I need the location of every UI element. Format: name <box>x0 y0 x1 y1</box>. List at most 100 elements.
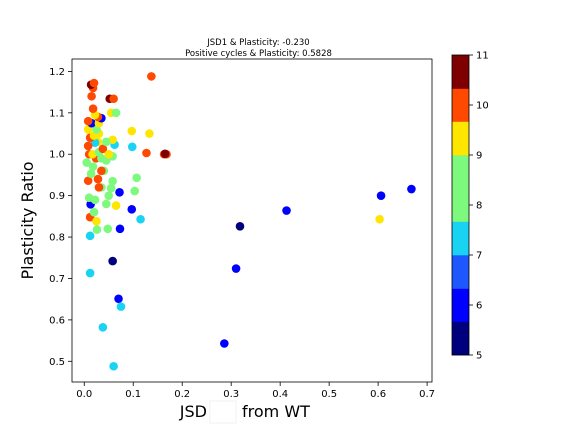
y-tick-label-2: 0.7 <box>49 274 65 285</box>
data-point-4 <box>235 222 245 231</box>
colorbar-tick-label-4: 9 <box>476 151 482 162</box>
data-point-14 <box>130 186 139 196</box>
x-axis-title-blank <box>209 400 237 424</box>
data-point-48 <box>82 158 91 167</box>
data-points <box>82 72 416 371</box>
y-tick-label-6: 1.1 <box>49 108 65 119</box>
data-point-78 <box>109 94 118 104</box>
colorbar-bin-7 <box>452 88 469 122</box>
data-point-6 <box>220 339 229 348</box>
data-point-41 <box>94 183 104 192</box>
y-tick-label-0: 0.5 <box>49 357 65 368</box>
data-point-69 <box>83 116 93 126</box>
data-point-18 <box>136 214 145 224</box>
plot-frame <box>71 58 433 383</box>
data-point-32 <box>92 225 102 234</box>
data-point-24 <box>109 361 118 371</box>
data-point-44 <box>84 193 94 203</box>
colorbar-tick-label-1: 6 <box>476 301 482 312</box>
data-point-21 <box>114 294 123 304</box>
colorbar-bin-0 <box>452 321 469 356</box>
data-point-0 <box>407 184 416 194</box>
x-tick-label-5: 0.5 <box>321 389 337 400</box>
colorbar-tick-label-5: 10 <box>476 101 489 112</box>
data-point-17 <box>127 205 137 214</box>
data-point-27 <box>85 231 95 241</box>
data-point-60 <box>101 137 111 147</box>
y-tick-label-3: 0.8 <box>49 233 65 244</box>
x-axis-title: JSD from WT <box>179 400 310 424</box>
x-tick-label-3: 0.3 <box>223 389 239 400</box>
data-point-33 <box>103 224 113 234</box>
data-point-7 <box>147 72 156 81</box>
data-point-38 <box>101 199 111 209</box>
data-point-82 <box>89 78 99 88</box>
data-point-19 <box>115 188 124 197</box>
x-tick-label-2: 0.2 <box>174 389 190 400</box>
chart-title: JSD1 & Plasticity: -0.230 Positive cycle… <box>185 38 332 59</box>
colorbar-bin-1 <box>452 288 469 322</box>
data-point-84 <box>83 141 93 151</box>
x-tick-label-0: 0.0 <box>76 389 92 400</box>
y-axis-title: Plasticity Ratio <box>18 161 37 279</box>
x-axis-title-right: from WT <box>242 402 310 421</box>
data-point-35 <box>104 191 114 200</box>
y-tick-label-5: 1.0 <box>49 150 65 161</box>
data-point-26 <box>85 268 95 278</box>
data-point-3 <box>282 206 291 215</box>
x-tick-label-4: 0.4 <box>272 389 288 400</box>
x-tick-label-7: 0.7 <box>419 389 435 400</box>
data-point-53 <box>98 144 108 154</box>
colorbar-bin-3 <box>452 221 469 256</box>
colorbar-bin-6 <box>452 121 469 156</box>
data-point-13 <box>132 173 141 183</box>
data-point-34 <box>111 201 121 210</box>
data-point-20 <box>115 224 125 234</box>
x-tick-label-1: 0.1 <box>125 389 141 400</box>
colorbar-tick-label-3: 8 <box>476 201 482 212</box>
y-tick-label-4: 0.9 <box>49 191 65 202</box>
x-axis-ticks: 0.0 0.1 0.2 0.3 0.4 0.5 0.6 0.7 <box>76 382 435 400</box>
data-point-37 <box>108 176 117 186</box>
data-point-57 <box>104 149 114 159</box>
y-tick-label-7: 1.2 <box>49 67 65 78</box>
data-point-11 <box>142 148 151 158</box>
data-point-5 <box>231 264 241 273</box>
data-point-79 <box>87 91 96 101</box>
colorbar-bin-8 <box>452 55 469 89</box>
data-point-55 <box>97 154 106 163</box>
colorbar-tick-label-6: 11 <box>476 51 489 62</box>
data-point-42 <box>93 174 103 184</box>
colorbar <box>452 55 469 356</box>
data-point-30 <box>89 207 99 217</box>
colorbar-tick-label-0: 5 <box>476 351 482 362</box>
data-point-25 <box>98 323 108 332</box>
data-point-16 <box>127 142 137 152</box>
data-point-23 <box>108 256 117 266</box>
data-point-15 <box>127 126 137 136</box>
y-tick-label-1: 0.6 <box>49 315 65 326</box>
data-point-46 <box>86 169 96 179</box>
data-point-12 <box>145 129 154 138</box>
data-point-45 <box>83 176 93 186</box>
plot-area <box>72 59 432 382</box>
x-tick-label-6: 0.6 <box>370 389 386 400</box>
title-line-2: Positive cycles & Plasticity: 0.5828 <box>185 49 332 59</box>
data-point-47 <box>88 162 98 171</box>
data-point-1 <box>376 191 386 200</box>
data-point-75 <box>111 108 121 118</box>
colorbar-bin-2 <box>452 255 469 289</box>
colorbar-ticks: 5 6 7 8 9 10 11 <box>469 51 489 362</box>
data-point-76 <box>88 104 98 113</box>
colorbar-tick-label-2: 7 <box>476 251 482 262</box>
title-line-1: JSD1 & Plasticity: -0.230 <box>206 38 309 48</box>
data-point-2 <box>375 214 384 224</box>
data-point-22 <box>116 302 126 311</box>
x-axis-title-left: JSD <box>179 402 207 421</box>
data-point-31 <box>92 217 101 226</box>
colorbar-bin-5 <box>452 155 469 189</box>
data-point-83 <box>97 166 106 176</box>
y-axis-ticks: 0.5 0.6 0.7 0.8 0.9 1.0 1.1 1.2 <box>49 67 72 368</box>
colorbar-bin-4 <box>452 188 469 222</box>
